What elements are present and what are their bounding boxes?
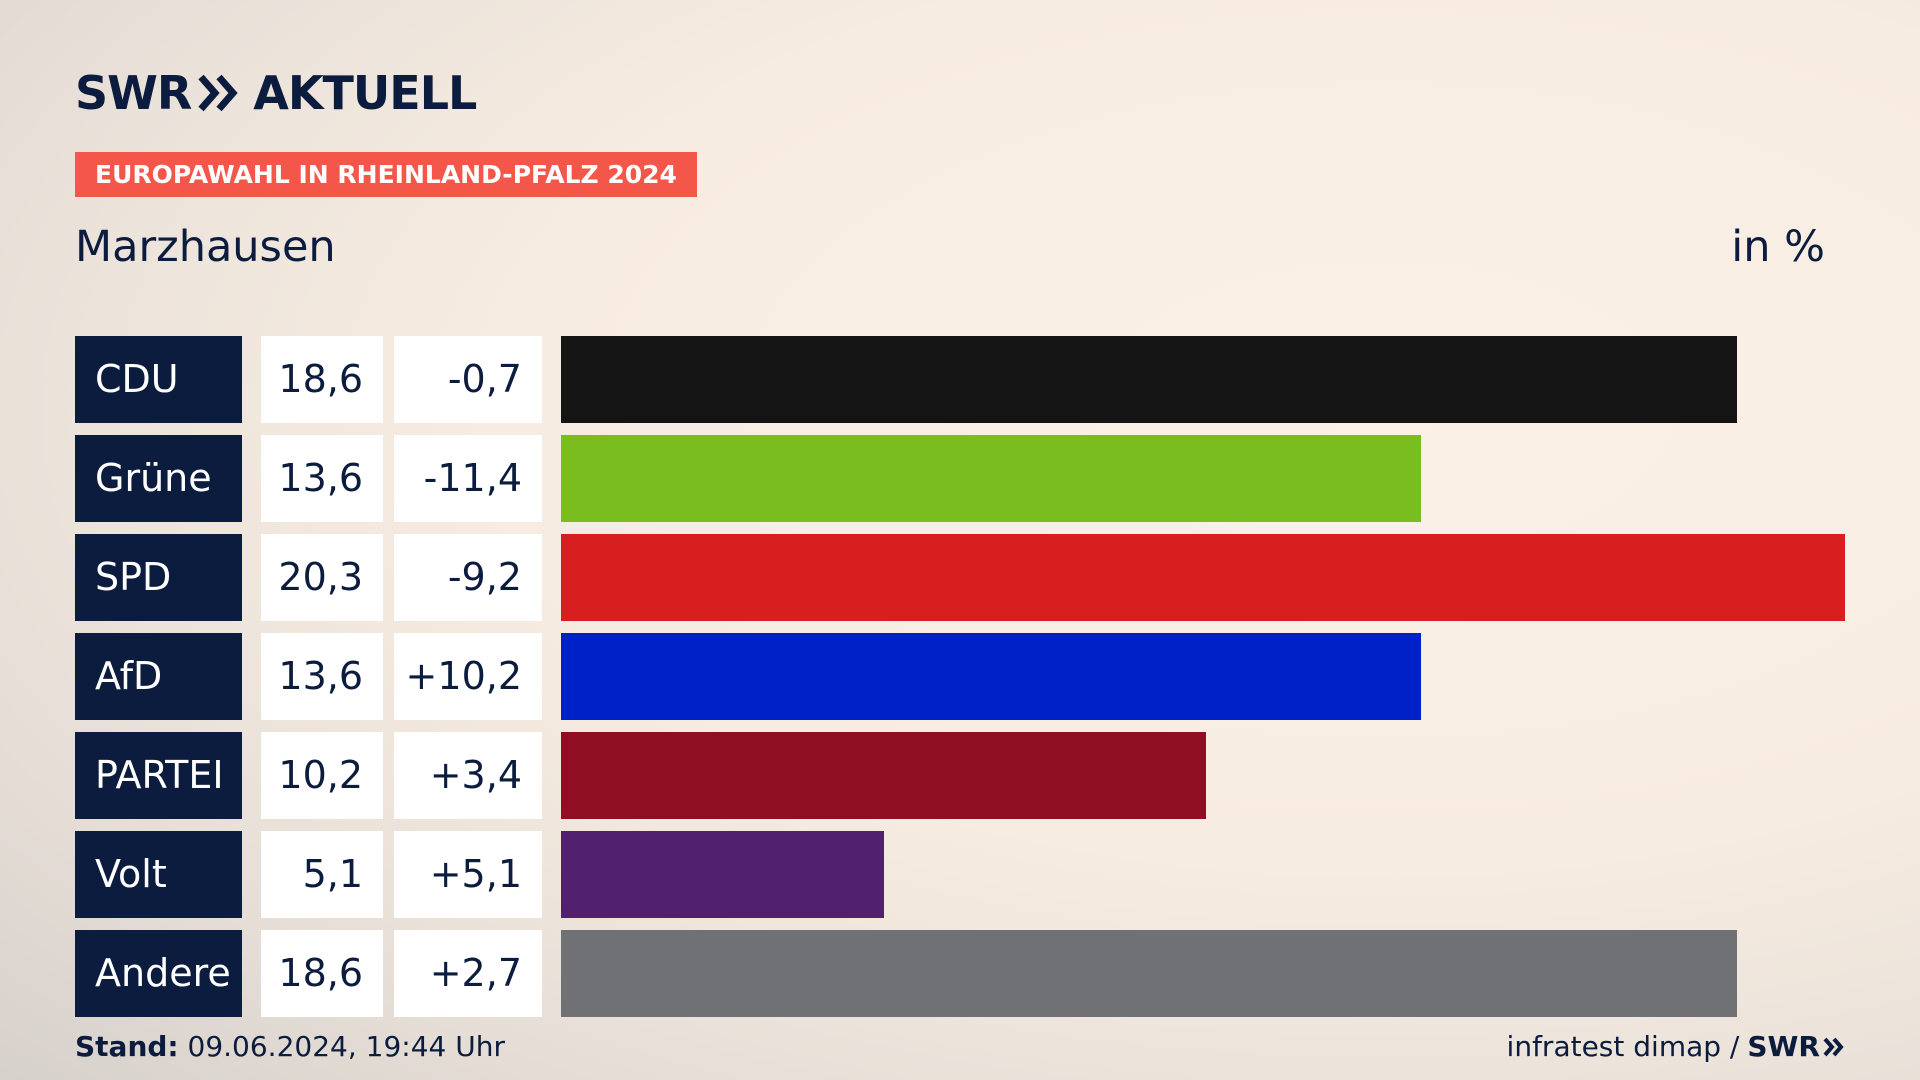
change-label: +2,7 (394, 930, 542, 1017)
party-label: SPD (75, 534, 242, 621)
footer-brand-text: SWR (1747, 1030, 1820, 1063)
party-label: PARTEI (75, 732, 242, 819)
source-credit: infratest dimap / SWR (1507, 1030, 1845, 1063)
bar (561, 930, 1737, 1017)
bar (561, 435, 1421, 522)
double-chevron-icon (1823, 1037, 1844, 1056)
vote-share-label: 10,2 (261, 732, 383, 819)
result-row: Andere 18,6 +2,7 (75, 930, 1845, 1017)
bar (561, 336, 1737, 423)
result-row: CDU 18,6 -0,7 (75, 336, 1845, 423)
vote-share-label: 13,6 (261, 435, 383, 522)
party-label: AfD (75, 633, 242, 720)
result-row: Volt 5,1 +5,1 (75, 831, 1845, 918)
bar (561, 831, 884, 918)
logo-swr-text: SWR (75, 66, 192, 120)
result-row: PARTEI 10,2 +3,4 (75, 732, 1845, 819)
party-label: Volt (75, 831, 242, 918)
stand-label: Stand: (75, 1030, 179, 1063)
change-label: -9,2 (394, 534, 542, 621)
election-tag: EUROPAWAHL IN RHEINLAND-PFALZ 2024 (75, 152, 697, 197)
vote-share-label: 18,6 (261, 930, 383, 1017)
change-label: +3,4 (394, 732, 542, 819)
bar (561, 732, 1206, 819)
place-title: Marzhausen (75, 222, 336, 272)
swr-aktuell-logo: SWR AKTUELL (75, 66, 477, 120)
party-label: Andere (75, 930, 242, 1017)
stand-value: 09.06.2024, 19:44 Uhr (178, 1030, 505, 1063)
unit-label: in % (1731, 222, 1825, 272)
change-label: -0,7 (394, 336, 542, 423)
bar (561, 633, 1421, 720)
footer-brand: SWR (1747, 1030, 1845, 1063)
vote-share-label: 18,6 (261, 336, 383, 423)
party-label: CDU (75, 336, 242, 423)
vote-share-label: 20,3 (261, 534, 383, 621)
party-label: Grüne (75, 435, 242, 522)
change-label: -11,4 (394, 435, 542, 522)
logo-aktuell-text: AKTUELL (253, 66, 477, 120)
bar (561, 534, 1845, 621)
result-row: Grüne 13,6 -11,4 (75, 435, 1845, 522)
source-text: infratest dimap / (1506, 1030, 1740, 1063)
result-row: AfD 13,6 +10,2 (75, 633, 1845, 720)
vote-share-label: 5,1 (261, 831, 383, 918)
change-label: +5,1 (394, 831, 542, 918)
change-label: +10,2 (394, 633, 542, 720)
double-chevron-icon (198, 74, 238, 112)
vote-share-label: 13,6 (261, 633, 383, 720)
timestamp: Stand: 09.06.2024, 19:44 Uhr (75, 1030, 505, 1063)
result-row: SPD 20,3 -9,2 (75, 534, 1845, 621)
